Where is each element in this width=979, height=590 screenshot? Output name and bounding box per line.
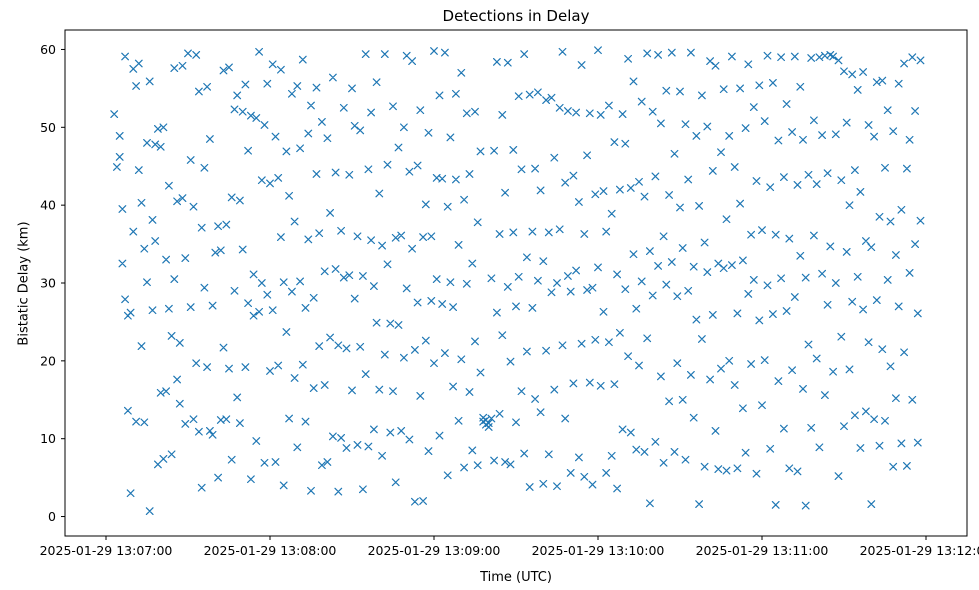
data-points bbox=[110, 46, 925, 515]
x-tick-label: 2025-01-29 13:07:00 bbox=[40, 543, 173, 558]
x-ticks: 2025-01-29 13:07:00 2025-01-29 13:08:00 20… bbox=[40, 536, 979, 558]
y-tick-label: 30 bbox=[40, 276, 56, 291]
x-tick-label: 2025-01-29 13:08:00 bbox=[204, 543, 337, 558]
x-tick-label: 2025-01-29 13:10:00 bbox=[532, 543, 665, 558]
y-tick-label: 10 bbox=[40, 431, 56, 446]
y-tick-label: 60 bbox=[40, 42, 56, 57]
x-tick-label: 2025-01-29 13:12:00 bbox=[860, 543, 979, 558]
chart-title: Detections in Delay bbox=[442, 7, 590, 25]
x-axis-label: Time (UTC) bbox=[480, 570, 552, 585]
y-tick-label: 20 bbox=[40, 353, 56, 368]
plot-border bbox=[64, 29, 968, 537]
y-tick-label: 0 bbox=[48, 509, 56, 524]
y-tick-label: 50 bbox=[40, 120, 56, 135]
x-tick-label: 2025-01-29 13:11:00 bbox=[696, 543, 829, 558]
y-tick-label: 40 bbox=[40, 198, 56, 213]
y-ticks: 0 10 20 30 40 50 60 bbox=[40, 42, 65, 524]
x-tick-label: 2025-01-29 13:09:00 bbox=[368, 543, 501, 558]
